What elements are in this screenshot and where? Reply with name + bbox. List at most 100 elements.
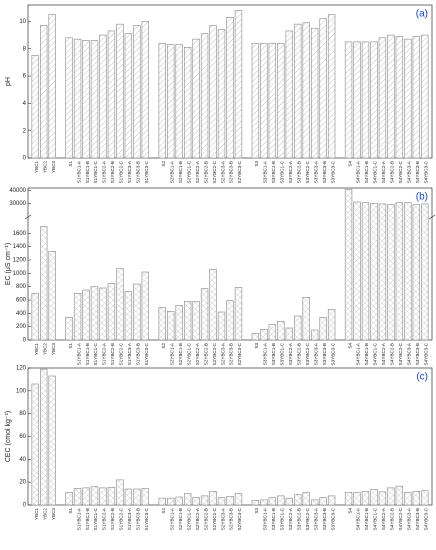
y-tick-label: 30000 [9,201,26,207]
x-tick-label: S1YBC1-A [76,507,81,530]
x-tick-label: S4YBC3-A [407,160,412,183]
bar [175,496,183,506]
bar [31,383,39,506]
y-tick-label: 2 [23,128,27,134]
x-tick-label: S3YBC1-A [263,160,268,183]
x-tick-label: S1YBC2-A [102,342,107,365]
x-tick-label: S3YBC2-A [288,342,293,365]
bar [124,488,133,506]
x-tick-label: S1YBC3-A [127,342,132,365]
bar [226,300,234,341]
x-tick-label: S1 [68,343,73,349]
x-tick-label: S2YBC3-A [220,342,225,365]
bar [40,226,48,341]
y-tick-label: 8 [23,46,27,52]
x-tick-label: YBC2 [42,161,47,173]
x-tick-label: S4YBC2-B [390,508,395,530]
bar [167,311,175,341]
x-tick-label: S4YBC1-B [364,508,369,530]
x-tick-label: S2YBC1-C [186,507,191,530]
bar [395,202,404,341]
bar [183,47,192,159]
x-tick-label: S3YBC2-B [296,161,301,183]
bar [99,287,107,341]
bar [251,42,260,159]
x-tick-label: S1YBC1-B [85,161,90,183]
y-tick-label: 40000 [9,188,26,194]
bar [260,499,268,506]
bar [319,497,327,506]
bar [268,324,277,341]
bar [378,203,387,341]
bar [175,305,183,341]
bar [285,497,293,506]
bar [361,202,370,341]
x-tick-label: S2YBC3-B [229,508,234,530]
bar [226,496,234,506]
bar [387,34,395,159]
y-tick-label: 400 [16,311,27,317]
x-tick-label: S1YBC1-B [85,508,90,530]
bar [31,55,39,159]
x-tick-label: S2YBC2-A [195,160,200,183]
bar [116,23,124,159]
x-tick-label: S1 [68,161,73,167]
x-tick-label: S3YBC1-B [271,343,276,365]
x-tick-label: S4YBC3-C [423,160,428,183]
y-tick-label: 80 [19,411,26,417]
y-axis-label: CEC (cmol kg⁻¹) [5,411,12,463]
x-tick-label: S3YBC3-C [330,160,335,183]
x-tick-label: S1 [68,508,73,514]
bar [217,311,226,341]
y-tick-label: 120 [16,366,27,372]
x-tick-label: S3YBC3-A [313,342,318,365]
x-tick-label: S1YBC3-C [144,160,149,183]
x-tick-label: S3YBC1-C [280,507,285,530]
bar [344,188,353,341]
x-tick-label: S3YBC1-B [271,161,276,183]
bar [327,14,336,159]
bar [31,293,39,341]
x-tick-label: S4YBC3-B [415,343,420,365]
x-tick-label: S2YBC1-B [178,161,183,183]
x-tick-label: S1YBC1-C [93,160,98,183]
bar [268,497,277,506]
bar [133,283,141,341]
x-tick-label: S2YBC1-A [169,342,174,365]
x-tick-label: S4YBC1-A [356,507,361,530]
x-tick-label: S1YBC2-A [102,507,107,530]
bar [370,41,378,159]
x-tick-label: S4YBC2-B [390,343,395,365]
bar [302,297,310,341]
bar [65,317,73,341]
bar [48,14,56,159]
x-tick-label: S4YBC1-C [373,342,378,365]
bar [234,287,243,341]
bar [217,497,226,506]
bar [277,495,285,506]
y-axis-label: EC (μS cm⁻¹) [5,243,12,285]
x-tick-label: S2 [161,161,166,167]
bar [141,488,150,506]
bar [319,18,327,159]
bar [200,33,209,159]
x-tick-label: S3YBC2-A [288,507,293,530]
bar [107,283,116,341]
bar [319,317,327,341]
bar [48,375,56,506]
bar [302,22,310,159]
bar [73,488,82,506]
x-tick-label: S3YBC1-A [263,507,268,530]
x-tick-label: S1YBC3-B [136,343,141,365]
bar [353,201,361,341]
y-tick-label: 1600 [13,231,27,237]
bar [353,492,361,506]
bar [158,307,166,341]
x-tick-label: S4YBC3-B [415,161,420,183]
y-tick-label: 0 [23,156,27,162]
x-tick-label: S4YBC2-A [381,507,386,530]
x-tick-label: S3YBC3-B [322,161,327,183]
axis-break [24,214,32,220]
bar [404,202,412,341]
bar [167,44,175,159]
